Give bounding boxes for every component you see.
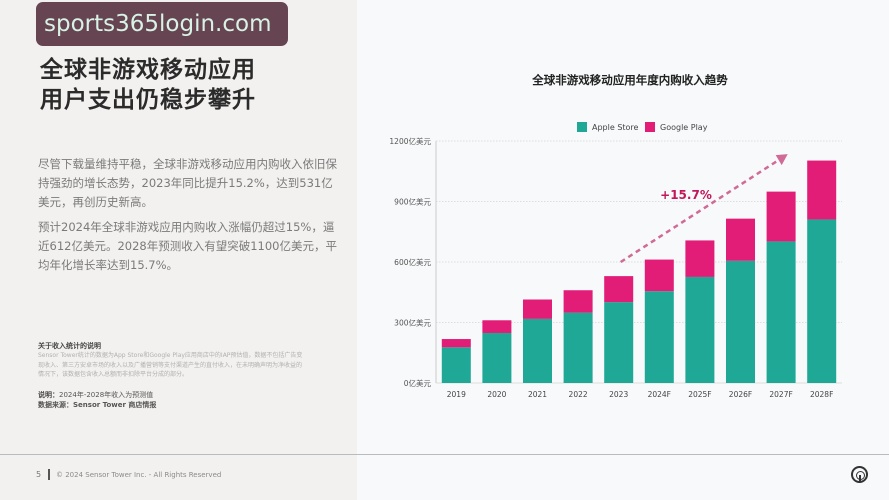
bar-google-play — [685, 240, 715, 277]
bar-apple-store — [766, 241, 796, 383]
legend-apple-store: Apple Store — [577, 122, 638, 132]
bar-apple-store — [563, 312, 593, 383]
copyright: © 2024 Sensor Tower Inc. - All Rights Re… — [56, 471, 222, 479]
y-tick-label: 900亿美元 — [394, 197, 431, 207]
data-source-label: 数据来源： — [38, 401, 73, 409]
x-tick-label: 2019 — [447, 390, 466, 399]
legend-label: Apple Store — [592, 122, 639, 132]
growth-annotation: +15.7% — [660, 188, 712, 202]
page-number: 5 — [36, 470, 42, 479]
bar-google-play — [441, 339, 471, 348]
paragraph-1: 尽管下载量维持平稳，全球非游戏移动应用内购收入依旧保持强劲的增长态势，2023年… — [38, 157, 337, 209]
chart-title: 全球非游戏移动应用年度内购收入趋势 — [532, 73, 728, 87]
bar-google-play — [482, 320, 512, 333]
note-body: Sensor Tower统计的数据为App Store和Google Play应… — [38, 352, 303, 378]
forecast-note-text: 2024年-2028年收入为预测值 — [59, 391, 154, 399]
x-tick-label: 2025F — [688, 390, 711, 399]
bar-apple-store — [685, 276, 715, 383]
forecast-note: 说明：2024年-2028年收入为预测值 — [38, 390, 153, 400]
x-tick-label: 2023 — [609, 390, 628, 399]
bar-google-play — [726, 218, 755, 261]
bar-apple-store — [441, 347, 471, 383]
x-tick-label: 2027F — [769, 390, 792, 399]
legend-swatch-apple — [577, 122, 587, 132]
footer-divider — [0, 454, 889, 455]
forecast-note-label: 说明： — [38, 391, 59, 399]
bar-apple-store — [807, 219, 837, 383]
bar-apple-store — [644, 291, 674, 383]
bar-apple-store — [482, 332, 512, 383]
legend-google-play: Google Play — [645, 122, 707, 132]
trend-arrow-line — [620, 155, 786, 264]
bar-google-play — [807, 160, 837, 220]
x-tick-label: 2026F — [729, 390, 752, 399]
y-tick-label: 0亿美元 — [404, 378, 432, 388]
bar-apple-store — [523, 318, 552, 383]
heading-line-2: 用户支出仍稳步攀升 — [40, 87, 256, 113]
x-tick-label: 2022 — [569, 390, 588, 399]
bar-google-play — [563, 290, 593, 313]
y-tick-label: 1200亿美元 — [389, 136, 431, 146]
x-tick-label: 2024F — [648, 390, 671, 399]
y-tick-label: 300亿美元 — [394, 318, 431, 328]
x-tick-label: 2020 — [487, 390, 506, 399]
left-panel — [0, 0, 357, 455]
bar-google-play — [766, 191, 796, 242]
sensor-tower-logo-icon — [851, 466, 868, 483]
paragraph-2: 预计2024年全球非游戏应用内购收入涨幅仍超过15%，逼近612亿美元。2028… — [38, 220, 337, 272]
note-title: 关于收入统计的说明 — [38, 342, 101, 350]
trend-arrow-head-icon — [775, 154, 788, 166]
watermark-overlay: sports365login.com — [36, 2, 288, 46]
y-tick-label: 600亿美元 — [394, 257, 431, 267]
x-tick-label: 2028F — [810, 390, 833, 399]
bar-google-play — [523, 299, 552, 319]
x-tick-label: 2021 — [528, 390, 547, 399]
data-source-text: Sensor Tower 商店情报 — [73, 401, 157, 409]
bar-google-play — [604, 276, 634, 303]
footer-separator — [48, 469, 50, 480]
bar-apple-store — [604, 302, 634, 383]
data-source: 数据来源：Sensor Tower 商店情报 — [38, 400, 156, 410]
heading-line-1: 全球非游戏移动应用 — [40, 57, 256, 83]
left-footer-panel — [0, 455, 357, 500]
legend-swatch-google — [645, 122, 655, 132]
bar-google-play — [644, 259, 674, 292]
bar-apple-store — [726, 260, 755, 383]
legend-label: Google Play — [660, 122, 708, 132]
